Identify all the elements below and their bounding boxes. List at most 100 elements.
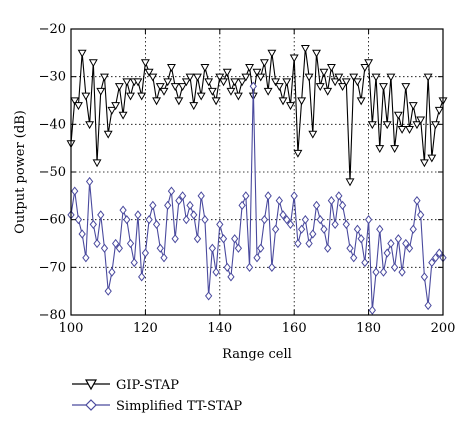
data-point-simplified-tt-stap [409, 224, 417, 234]
data-point-gip-stap [200, 64, 210, 72]
data-point-gip-stap [349, 73, 359, 82]
data-point-simplified-tt-stap [130, 257, 138, 268]
data-point-simplified-tt-stap [175, 195, 183, 206]
data-point-simplified-tt-stap [223, 262, 231, 272]
data-point-gip-stap [107, 106, 117, 115]
data-point-simplified-tt-stap [324, 243, 332, 253]
data-point-gip-stap [263, 87, 273, 96]
data-point-gip-stap [382, 121, 392, 130]
data-point-simplified-tt-stap [216, 219, 224, 230]
data-point-simplified-tt-stap [420, 272, 429, 282]
data-point-simplified-tt-stap [405, 243, 414, 253]
data-point-gip-stap [152, 97, 162, 106]
data-point-gip-stap [204, 78, 214, 87]
data-point-simplified-tt-stap [245, 262, 254, 272]
data-point-gip-stap [178, 83, 188, 92]
data-point-gip-stap [427, 154, 437, 163]
data-point-simplified-tt-stap [85, 176, 94, 187]
data-point-gip-stap [144, 68, 154, 77]
data-point-simplified-tt-stap [134, 210, 142, 220]
data-point-gip-stap [390, 145, 400, 153]
data-point-simplified-tt-stap [294, 238, 302, 249]
data-point-simplified-tt-stap [108, 267, 116, 277]
data-point-simplified-tt-stap [197, 191, 205, 201]
data-point-gip-stap [345, 178, 355, 187]
data-point-simplified-tt-stap [290, 191, 298, 201]
data-point-simplified-tt-stap [141, 248, 150, 258]
data-point-gip-stap [222, 68, 232, 77]
data-point-simplified-tt-stap [268, 262, 276, 272]
data-point-simplified-tt-stap [231, 234, 239, 244]
data-point-simplified-tt-stap [346, 243, 354, 253]
data-point-simplified-tt-stap [171, 234, 179, 244]
data-point-simplified-tt-stap [331, 219, 339, 230]
data-point-simplified-tt-stap [227, 272, 235, 282]
data-point-simplified-tt-stap [376, 224, 384, 234]
data-point-gip-stap [148, 73, 158, 82]
data-point-gip-stap [252, 68, 262, 77]
data-point-simplified-tt-stap [279, 210, 287, 220]
data-point-simplified-tt-stap [424, 300, 432, 311]
data-point-simplified-tt-stap [97, 210, 105, 220]
data-point-gip-stap [364, 59, 374, 68]
data-point-gip-stap [181, 78, 191, 87]
data-point-simplified-tt-stap [394, 234, 402, 244]
data-point-gip-stap [256, 73, 266, 82]
data-point-simplified-tt-stap [353, 224, 362, 234]
data-point-simplified-tt-stap [338, 200, 347, 210]
x-axis-title: Range cell [222, 347, 292, 362]
data-point-simplified-tt-stap [123, 215, 131, 225]
data-point-simplified-tt-stap [286, 219, 295, 230]
data-point-gip-stap [185, 73, 195, 82]
data-point-simplified-tt-stap [193, 234, 202, 244]
data-point-gip-stap [92, 159, 102, 168]
data-point-simplified-tt-stap [205, 291, 213, 301]
data-point-gip-stap [114, 83, 124, 92]
data-point-simplified-tt-stap [357, 234, 365, 244]
data-point-gip-stap [338, 83, 348, 92]
data-point-simplified-tt-stap [431, 253, 440, 263]
data-point-gip-stap [100, 73, 109, 82]
data-point-simplified-tt-stap [242, 191, 250, 201]
data-point-gip-stap [386, 73, 396, 82]
data-point-gip-stap [293, 149, 303, 158]
data-point-gip-stap [193, 73, 202, 82]
data-point-gip-stap [371, 73, 381, 82]
data-point-gip-stap [375, 145, 385, 153]
data-point-simplified-tt-stap [138, 272, 146, 282]
data-point-simplified-tt-stap [82, 253, 90, 263]
data-point-gip-stap [360, 64, 370, 72]
x-tick-label: 100 [59, 321, 84, 336]
data-point-gip-stap [211, 97, 221, 106]
data-point-simplified-tt-stap [413, 195, 421, 206]
data-point-gip-stap [274, 83, 284, 92]
x-tick-label: 140 [207, 321, 232, 336]
data-point-gip-stap [245, 64, 255, 72]
y-tick-label: −50 [39, 165, 66, 180]
data-point-gip-stap [174, 97, 184, 106]
data-point-simplified-tt-stap [190, 210, 198, 220]
data-point-gip-stap [308, 130, 318, 139]
data-point-gip-stap [111, 102, 121, 111]
data-point-gip-stap [408, 102, 418, 111]
data-point-gip-stap [133, 78, 143, 87]
data-point-simplified-tt-stap [342, 219, 350, 230]
data-point-gip-stap [77, 49, 87, 58]
data-point-simplified-tt-stap [208, 243, 216, 253]
data-point-simplified-tt-stap [257, 243, 265, 253]
x-tick-label: 120 [133, 321, 158, 336]
data-point-gip-stap [367, 121, 377, 130]
y-tick-label: −70 [39, 260, 66, 275]
data-point-gip-stap [126, 92, 135, 101]
data-point-simplified-tt-stap [309, 229, 317, 239]
data-point-simplified-tt-stap [212, 267, 220, 277]
data-point-gip-stap [278, 97, 288, 106]
legend-entry-gip-stap: GIP-STAP [72, 378, 179, 393]
data-point-simplified-tt-stap [283, 215, 291, 225]
data-point-simplified-tt-stap [78, 229, 86, 239]
data-point-gip-stap [334, 73, 344, 82]
data-point-gip-stap [155, 83, 165, 92]
y-tick-label: −60 [39, 213, 66, 228]
data-point-simplified-tt-stap [316, 215, 324, 225]
data-point-simplified-tt-stap [152, 219, 161, 230]
